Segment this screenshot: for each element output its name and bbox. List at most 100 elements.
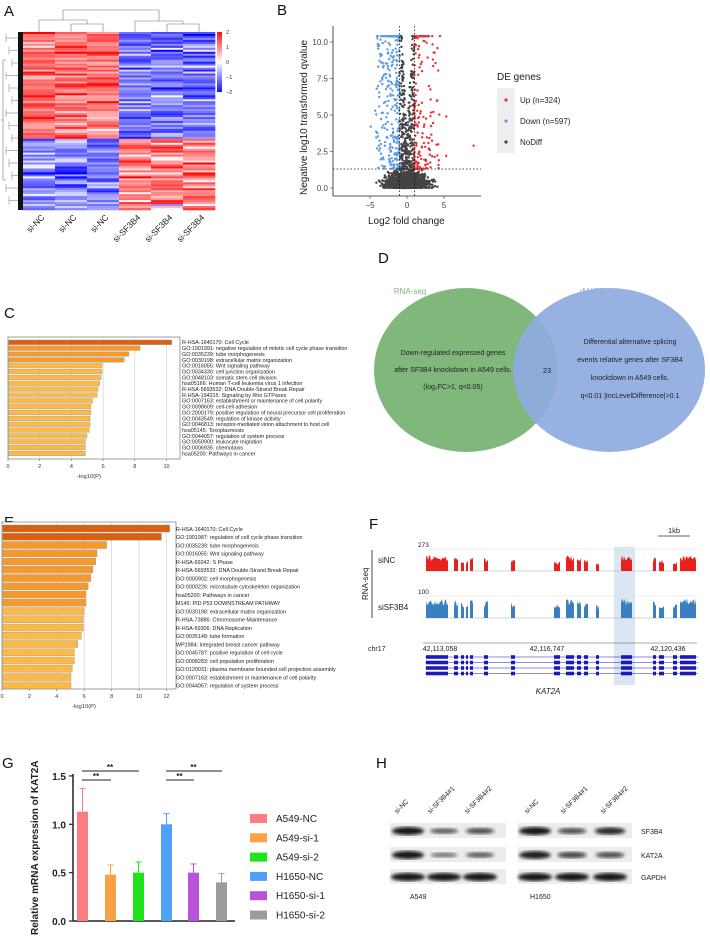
volcano-point [414,34,418,38]
volcano-point [398,93,401,97]
heatmap-cell [23,164,56,167]
volcano-point [410,182,414,185]
heatmap-cell [183,37,216,41]
heatmap-cell [23,81,56,84]
volcano-point [408,85,411,89]
coordinate-label: 42,116,747 [530,646,565,653]
heatmap-cell [119,136,152,140]
heatmap-cell [183,160,216,163]
venn-set-description: Down-regulated expressed genes [401,350,506,357]
volcano-point [395,76,398,80]
heatmap-cell [151,202,184,205]
volcano-point [430,155,434,158]
volcano-point [407,174,410,177]
lane-label: si-SF3B4#1 [559,785,589,815]
transcript-exon [566,660,574,665]
volcano-point [419,112,422,115]
volcano-point [391,146,394,149]
heatmap-cell [87,115,120,118]
heatmap-cell [23,91,56,94]
heatmap-cell [55,154,88,157]
heatmap-cell [119,146,152,149]
heatmap-cell [55,87,88,90]
heatmap-cell [87,178,120,181]
volcano-point [386,128,389,131]
volcano-point [394,47,397,50]
heatmap-cell [151,148,184,151]
heatmap-cell [183,75,216,78]
volcano-point [472,144,475,147]
heatmap-cell [87,51,120,55]
volcano-point [420,69,424,73]
enrichment-bar [2,574,92,582]
heatmap-cell [119,113,152,116]
volcano-point [422,141,426,145]
volcano-point [378,91,381,94]
heatmap-cell [151,156,184,159]
transcript-exon [454,655,458,659]
heatmap-cell [183,164,216,167]
enrichment-bar [8,415,91,421]
x-tick-label: 10 [136,694,142,700]
heatmap-cell [119,160,152,163]
heatmap-cell [55,192,88,195]
volcano-point [401,127,404,130]
heatmap-cell [55,85,88,88]
protein-label: KAT2A [641,853,663,860]
volcano-point [398,90,401,93]
heatmap-cell [23,93,56,96]
heatmap-cell [55,198,88,201]
volcano-point [383,140,387,144]
heatmap-cell [119,111,152,114]
heatmap-cell [151,93,184,96]
heatmap-cell [23,142,56,146]
transcript-exon [466,671,468,676]
heatmap-cell [183,194,216,197]
heatmap-cell [55,81,88,84]
volcano-point [377,166,380,169]
transcript-exon [653,655,656,659]
enrichment-bar [8,410,92,416]
heatmap-cell [23,57,56,60]
heatmap-cell [183,142,216,146]
heatmap-cell [183,198,216,201]
volcano-point [415,123,419,127]
coverage-peak [466,605,468,618]
volcano-point [416,162,420,165]
protein-band [430,852,458,858]
heatmap-cell [151,103,184,106]
heatmap-cell [183,33,216,37]
heatmap-cell [151,99,184,102]
enrichment-term-label: GO:0120031: plasma membrane bounded cell… [176,667,336,673]
heatmap-cell [55,111,88,114]
coverage-peak [554,604,560,618]
enrichment-bar [8,445,86,451]
enrichment-bar [8,427,90,433]
heatmap-cell [87,32,120,35]
heatmap-cell [119,196,152,199]
heatmap-cell [119,190,152,193]
volcano-point [419,34,422,38]
track-name: siSF3B4 [378,603,409,612]
volcano-point [428,153,432,156]
volcano-point [415,144,418,147]
enrichment-bar [2,640,79,648]
volcano-point [397,134,400,138]
heatmap-cell [87,33,120,37]
heatmap-cell [55,182,88,185]
heatmap-cell [55,121,88,124]
heatmap-cell [151,57,184,60]
heatmap-cell [151,111,184,114]
heatmap-cell [119,162,152,165]
heatmap-cell [119,83,152,86]
heatmap-cell [183,51,216,55]
heatmap-cell [119,154,152,157]
volcano-point [426,162,429,166]
volcano-point [401,75,405,79]
volcano-point [432,110,435,114]
heatmap-cell [119,75,152,78]
heatmap-cell [87,174,120,177]
volcano-point [390,156,393,160]
volcano-point [383,72,386,76]
volcano-point [394,178,397,181]
